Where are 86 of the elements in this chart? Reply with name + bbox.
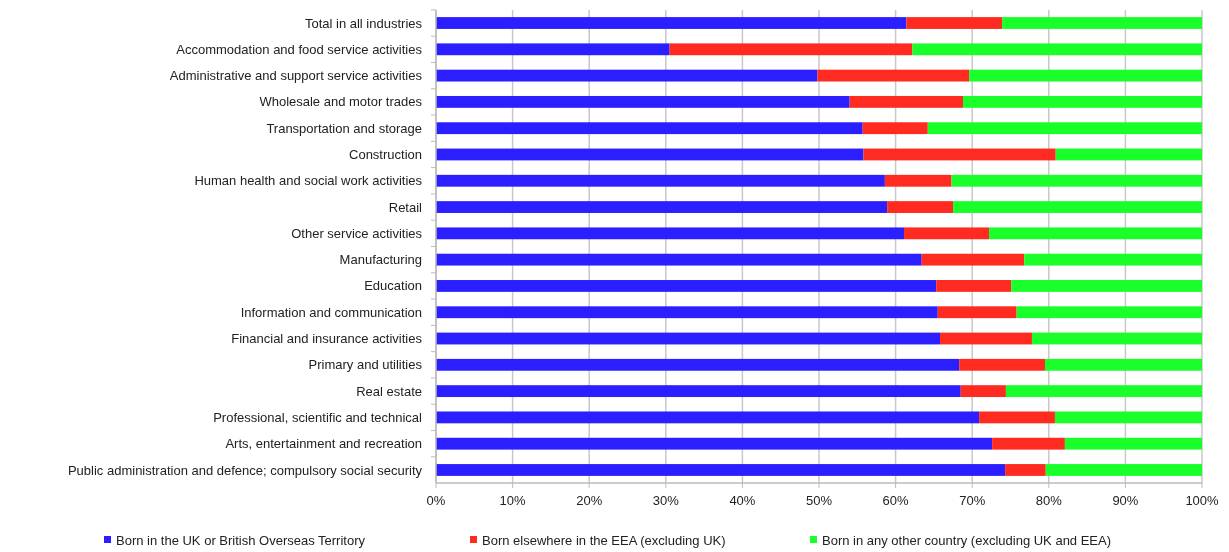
- bar: [436, 95, 850, 108]
- bar: [436, 122, 863, 135]
- bar: [921, 253, 1025, 266]
- legend-label: Born in the UK or British Overseas Territory: [116, 532, 366, 548]
- bar: [436, 17, 907, 29]
- y-tick-label: Financial and insurance activities: [231, 331, 423, 347]
- bar: [1005, 464, 1046, 476]
- bar: [669, 43, 913, 56]
- y-tick-label: Primary and utilities: [308, 357, 423, 373]
- x-tick-label: 70%: [959, 493, 986, 508]
- bar: [1016, 306, 1202, 319]
- bar: [436, 358, 960, 371]
- bar: [940, 332, 1032, 345]
- x-tick-label: 50%: [805, 493, 833, 508]
- x-tick-label: 100%: [1185, 493, 1220, 508]
- bar: [436, 332, 941, 345]
- y-tick-label: Accommodation and food service activities: [176, 41, 423, 57]
- bar: [436, 227, 905, 240]
- bar: [989, 227, 1202, 240]
- bar: [436, 464, 1006, 476]
- bar: [927, 122, 1202, 135]
- bar: [1024, 253, 1202, 266]
- x-tick-label: 60%: [882, 493, 910, 508]
- bar: [884, 174, 952, 187]
- bar: [436, 280, 937, 292]
- bar: [904, 227, 990, 240]
- x-tick-label: 0%: [426, 493, 446, 508]
- bar: [1005, 385, 1202, 398]
- legend-label: Born in any other country (excluding UK and EEA): [822, 532, 1112, 548]
- bar: [863, 148, 1056, 161]
- x-tick-label: 80%: [1035, 493, 1063, 508]
- bar: [912, 43, 1202, 56]
- bar: [849, 95, 964, 108]
- y-tick-label: Education: [364, 278, 422, 294]
- bar: [1045, 464, 1202, 476]
- bar: [969, 69, 1202, 82]
- x-tick-label: 40%: [729, 493, 756, 508]
- bar: [436, 385, 961, 398]
- bar: [436, 411, 980, 424]
- bar: [992, 437, 1065, 450]
- bar: [436, 43, 670, 56]
- y-tick-label: Public administration and defence; compulsory social security: [67, 462, 423, 478]
- legend-label: Born elsewhere in the EEA (excluding UK): [482, 532, 726, 548]
- bar: [862, 122, 928, 135]
- bar: [959, 358, 1045, 371]
- bar: [817, 69, 970, 82]
- y-tick-label: Retail: [388, 199, 423, 215]
- bar: [936, 280, 1012, 292]
- bar: [1055, 148, 1202, 161]
- bar: [436, 306, 938, 319]
- bar: [960, 385, 1006, 398]
- y-tick-label: Construction: [349, 147, 422, 163]
- y-tick-label: Real estate: [356, 383, 422, 399]
- bar: [1054, 411, 1202, 424]
- y-tick-label: Other service activities: [291, 225, 423, 241]
- bar: [436, 201, 888, 213]
- y-tick-label: Information and communication: [240, 304, 422, 320]
- x-tick-label: 90%: [1112, 493, 1139, 508]
- y-tick-label: Arts, entertainment and recreation: [225, 436, 422, 452]
- x-tick-label: 10%: [499, 493, 527, 508]
- bar: [979, 411, 1055, 424]
- bar: [1002, 17, 1202, 29]
- bar: [1011, 280, 1202, 292]
- bar: [1044, 358, 1202, 371]
- bar: [887, 201, 954, 213]
- bar: [436, 174, 885, 187]
- bar: [906, 17, 1003, 29]
- y-tick-label: Wholesale and motor trades: [259, 94, 423, 110]
- bar: [436, 253, 922, 266]
- bar: [436, 148, 864, 161]
- bar: [1064, 437, 1202, 450]
- bar: [953, 201, 1202, 213]
- y-tick-label: Transportation and storage: [266, 120, 422, 136]
- y-tick-label: Human health and social work activities: [194, 173, 423, 189]
- y-tick-label: Total in all industries: [304, 15, 423, 31]
- y-tick-label: Administrative and support service activities: [169, 68, 423, 84]
- y-tick-label: Manufacturing: [339, 252, 422, 268]
- bar: [436, 437, 993, 450]
- x-tick-label: 20%: [576, 493, 603, 508]
- bar: [1031, 332, 1202, 345]
- bar: [436, 69, 818, 82]
- y-tick-label: Professional, scientific and technical: [213, 409, 423, 425]
- bar: [963, 95, 1202, 108]
- x-tick-label: 30%: [652, 493, 680, 508]
- bar: [951, 174, 1202, 187]
- bar: [937, 306, 1017, 319]
